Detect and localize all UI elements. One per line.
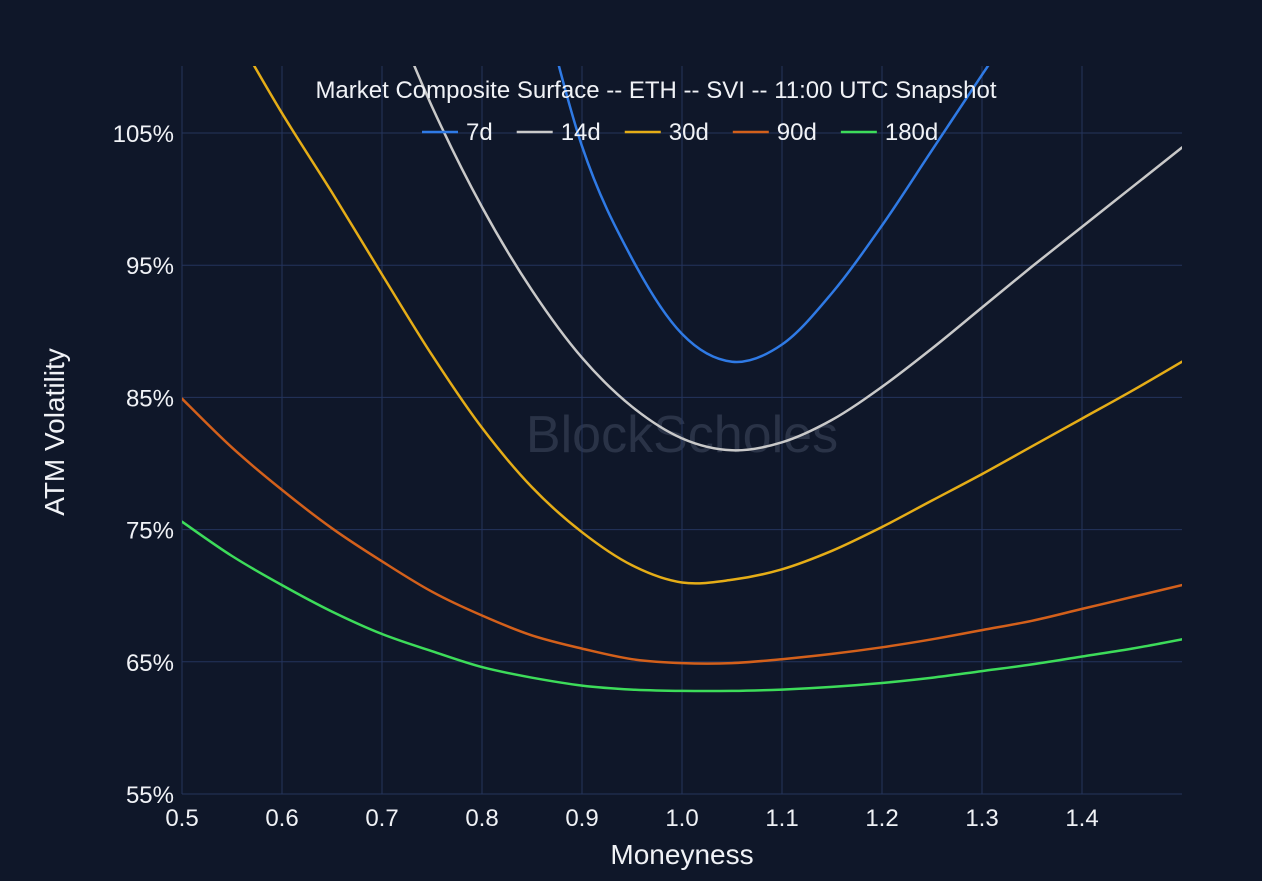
series-line-90d: [182, 397, 1182, 665]
legend-label: 180d: [885, 119, 938, 146]
legend: 7d 14d 30d 90d 180d: [422, 119, 938, 146]
y-tick-label: 55%: [126, 782, 174, 809]
legend-item-30d[interactable]: 30d: [624, 119, 709, 146]
x-tick-label: 0.7: [365, 805, 398, 832]
legend-item-90d[interactable]: 90d: [732, 119, 817, 146]
y-tick-label: 95%: [126, 253, 174, 280]
grid-layer: [181, 66, 1182, 795]
series-layer: [182, 66, 1182, 693]
legend-label: 30d: [669, 119, 709, 146]
legend-label: 90d: [777, 119, 817, 146]
x-tick-label: 0.9: [565, 805, 598, 832]
y-tick-label: 75%: [126, 518, 174, 545]
x-tick-label: 1.4: [1065, 805, 1098, 832]
x-tick-label: 0.6: [265, 805, 298, 832]
series-line-30d: [252, 66, 1182, 585]
legend-item-14d[interactable]: 14d: [516, 119, 601, 146]
y-tick-label: 105%: [113, 121, 174, 148]
x-tick-label: 0.5: [165, 805, 198, 832]
y-axis-title: ATM Volatility: [39, 348, 70, 516]
x-axis-title: Moneyness: [610, 839, 753, 870]
x-tick-label: 1.3: [965, 805, 998, 832]
series-line-7d: [557, 66, 990, 364]
chart-title: Market Composite Surface -- ETH -- SVI -…: [315, 77, 996, 104]
x-tick-label: 1.2: [865, 805, 898, 832]
x-tick-label: 0.8: [465, 805, 498, 832]
x-tick-label: 1.1: [765, 805, 798, 832]
y-tick-label: 85%: [126, 385, 174, 412]
y-tick-label: 65%: [126, 650, 174, 677]
x-tick-label: 1.0: [665, 805, 698, 832]
legend-label: 7d: [466, 119, 493, 146]
series-line-14d: [412, 66, 1182, 452]
tick-label-layer: 0.5 0.6 0.7 0.8 0.9 1.0 1.1 1.2 1.3 1.4 55% 65% 75% 8…: [113, 121, 1099, 832]
series-line-180d: [182, 520, 1182, 693]
legend-item-180d[interactable]: 180d: [840, 119, 938, 146]
legend-label: 14d: [561, 119, 601, 146]
legend-item-7d[interactable]: 7d: [422, 119, 493, 146]
